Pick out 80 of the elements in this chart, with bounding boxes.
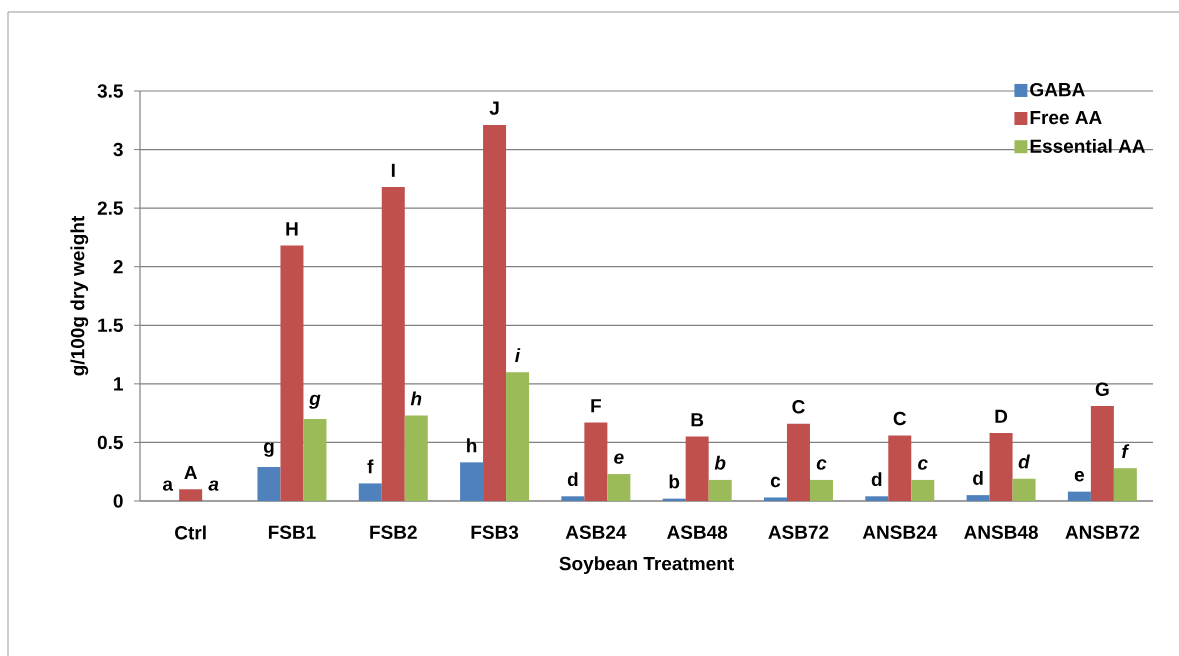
bar: [966, 495, 990, 501]
y-tick-label: 3: [113, 142, 123, 157]
legend-label: Free AA: [1030, 111, 1102, 125]
annotation: b: [669, 474, 680, 489]
bar: [809, 479, 833, 501]
annotation: G: [1095, 382, 1109, 396]
x-tick-label: Ctrl: [175, 525, 206, 540]
annotation: h: [467, 438, 477, 453]
bar: [786, 423, 810, 501]
y-tick-label: 3.5: [97, 84, 123, 98]
annotation: a: [162, 480, 174, 491]
annotation: f: [1122, 444, 1130, 458]
x-tick-label: ANSB24: [862, 525, 938, 539]
annotation: i: [515, 348, 521, 362]
bar: [1113, 468, 1137, 501]
bar: [865, 496, 889, 501]
legend-label: GABA: [1030, 82, 1085, 97]
annotation: e: [614, 453, 624, 464]
bar: [460, 462, 484, 501]
y-axis-title: g/100g dry weight: [70, 216, 89, 376]
annotation: e: [1074, 471, 1085, 482]
x-tick-label: ANSB72: [1065, 525, 1140, 539]
annotation: I: [391, 163, 395, 177]
bar: [404, 415, 428, 501]
x-axis-title: Soybean Treatment: [559, 556, 734, 575]
bar: [989, 433, 1013, 501]
bar: [179, 489, 203, 501]
annotation: h: [410, 391, 422, 406]
annotation: D: [995, 409, 1008, 423]
bar: [358, 483, 382, 501]
bar: [584, 422, 608, 501]
annotation: d: [871, 472, 882, 487]
bar: [280, 245, 304, 501]
x-tick-label: FSB2: [370, 525, 417, 539]
x-tick-label: FSB1: [268, 525, 316, 539]
y-tick-label: 1: [114, 377, 123, 391]
bar: [303, 418, 327, 501]
annotation: F: [591, 399, 601, 413]
bar: [1067, 491, 1091, 501]
legend-label: Essential AA: [1030, 138, 1146, 153]
annotation: d: [973, 470, 983, 485]
bar: [685, 436, 709, 501]
bar: [763, 497, 787, 501]
x-tick-label: FSB3: [471, 525, 519, 540]
x-tick-label: ANSB48: [964, 525, 1038, 539]
annotation: d: [1018, 454, 1031, 469]
bar: [257, 467, 281, 501]
x-tick-label: ASB72: [768, 525, 829, 539]
annotation: d: [567, 472, 578, 487]
bar: [607, 474, 631, 501]
annotation: C: [792, 400, 805, 414]
y-tick-label: 0.5: [97, 435, 123, 450]
y-tick-label: 2.5: [97, 201, 123, 215]
y-tick-label: 0: [113, 494, 123, 508]
bar: [506, 372, 530, 501]
annotation: g: [309, 394, 321, 409]
annotation: b: [714, 455, 726, 470]
x-tick-label: ASB48: [667, 525, 728, 539]
annotation: B: [691, 413, 704, 427]
annotation: c: [770, 476, 781, 488]
annotation: J: [489, 101, 499, 115]
bar: [888, 435, 912, 501]
annotation: f: [367, 459, 374, 474]
bar: [381, 187, 405, 501]
x-tick-label: ASB24: [565, 525, 627, 539]
bar: [708, 479, 732, 501]
annotation: A: [184, 466, 198, 480]
bar: [911, 479, 935, 501]
bar: [483, 124, 507, 501]
bar: [1012, 478, 1036, 501]
bar: [1090, 406, 1114, 501]
annotation: C: [893, 411, 907, 426]
annotation: g: [263, 442, 274, 457]
y-tick-label: 1.5: [98, 318, 123, 332]
annotation: a: [208, 480, 219, 491]
annotation: c: [918, 459, 928, 470]
bar: [561, 496, 585, 501]
annotation: H: [286, 222, 298, 236]
annotation: c: [816, 459, 827, 470]
y-tick-label: 2: [113, 260, 123, 274]
